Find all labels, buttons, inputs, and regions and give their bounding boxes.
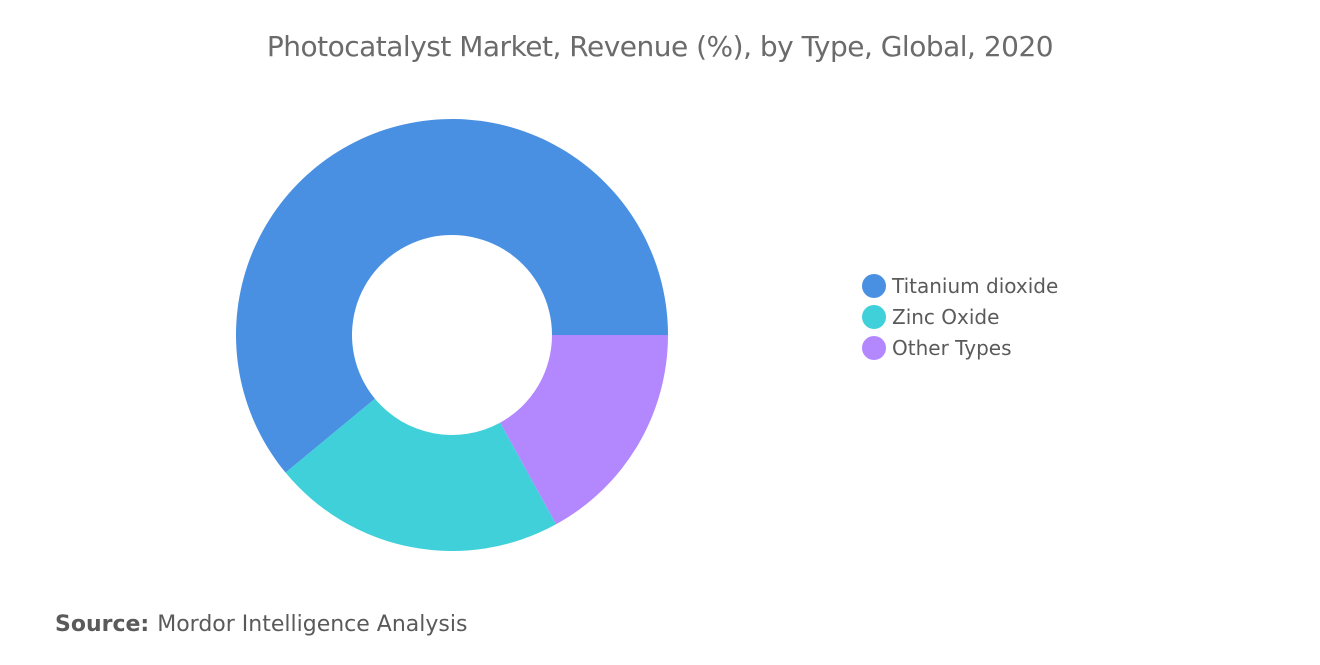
legend-label: Titanium dioxide bbox=[892, 273, 1059, 298]
source-label: Source: bbox=[55, 612, 150, 637]
legend-label: Other Types bbox=[892, 335, 1012, 360]
legend-label: Zinc Oxide bbox=[892, 304, 1000, 329]
chart-legend: Titanium dioxide Zinc Oxide Other Types bbox=[862, 270, 1058, 363]
legend-item-zinc-oxide: Zinc Oxide bbox=[862, 301, 1058, 332]
donut-slice-titanium-dioxide bbox=[235, 119, 668, 473]
source-text: Mordor Intelligence Analysis bbox=[157, 612, 468, 637]
donut-slice-other-types bbox=[500, 335, 668, 525]
legend-swatch bbox=[862, 304, 886, 329]
chart-title: Photocatalyst Market, Revenue (%), by Ty… bbox=[266, 30, 1054, 63]
legend-item-other-types: Other Types bbox=[862, 332, 1058, 363]
legend-swatch bbox=[862, 273, 886, 298]
donut-slice-zinc-oxide bbox=[285, 398, 557, 551]
legend-item-titanium-dioxide: Titanium dioxide bbox=[862, 270, 1058, 301]
source-note: Source: Mordor Intelligence Analysis bbox=[55, 612, 467, 637]
legend-swatch bbox=[862, 335, 886, 360]
donut-slices bbox=[235, 119, 668, 551]
